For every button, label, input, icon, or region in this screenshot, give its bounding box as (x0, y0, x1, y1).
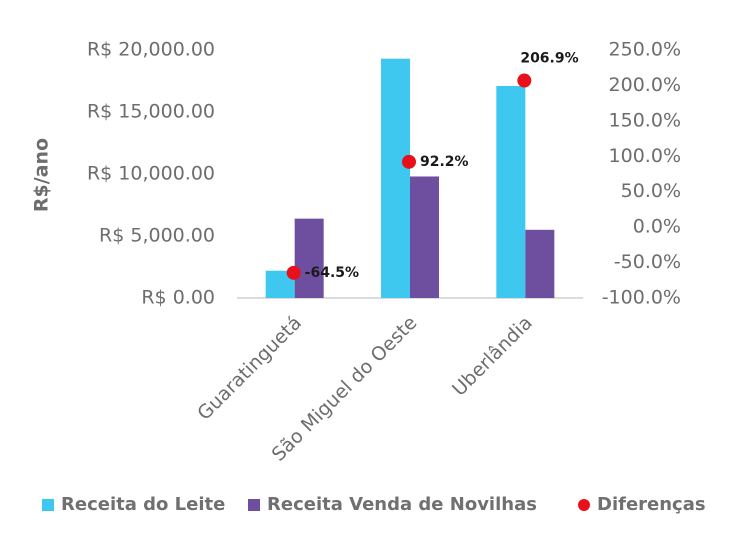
x-tick-label: Guaratinguetá (193, 312, 306, 425)
y2-tick-label: 100.0% (609, 145, 681, 167)
bar (381, 58, 410, 299)
y2-tick-label: 0.0% (633, 216, 681, 238)
point (286, 265, 301, 280)
bar (294, 218, 324, 298)
y-tick-label: R$ 20,000.00 (87, 39, 215, 61)
y2-tick-label: 200.0% (609, 74, 681, 96)
y-tick-label: R$ 10,000.00 (87, 163, 215, 185)
point (402, 154, 416, 169)
y-axis-title: R$/ano (31, 138, 53, 212)
legend-label: Receita do Leite (61, 494, 225, 515)
y2-tick-label: -100.0% (602, 287, 681, 309)
legend-label: Receita Venda de Novilhas (267, 494, 537, 515)
y-tick-label: R$ 5,000.00 (99, 225, 215, 247)
data-label: 206.9% (520, 51, 578, 67)
legend-marker (578, 499, 590, 511)
bar (496, 85, 526, 299)
x-tick-label: Uberlândia (448, 312, 537, 401)
y-tick-label: R$ 15,000.00 (87, 101, 215, 123)
y2-tick-label: -50.0% (614, 251, 681, 273)
bar (410, 176, 439, 298)
point (517, 73, 532, 88)
bar (525, 229, 555, 298)
legend-label: Diferenças (597, 494, 706, 515)
y2-tick-label: 150.0% (609, 109, 681, 131)
y2-tick-label: 50.0% (621, 180, 681, 202)
y-tick-label: R$ 0.00 (141, 287, 215, 309)
data-label: 92.2% (420, 154, 469, 170)
legend-marker (248, 499, 260, 511)
y2-tick-label: 250.0% (609, 39, 681, 61)
legend-marker (42, 499, 54, 511)
data-label: -64.5% (305, 265, 359, 281)
